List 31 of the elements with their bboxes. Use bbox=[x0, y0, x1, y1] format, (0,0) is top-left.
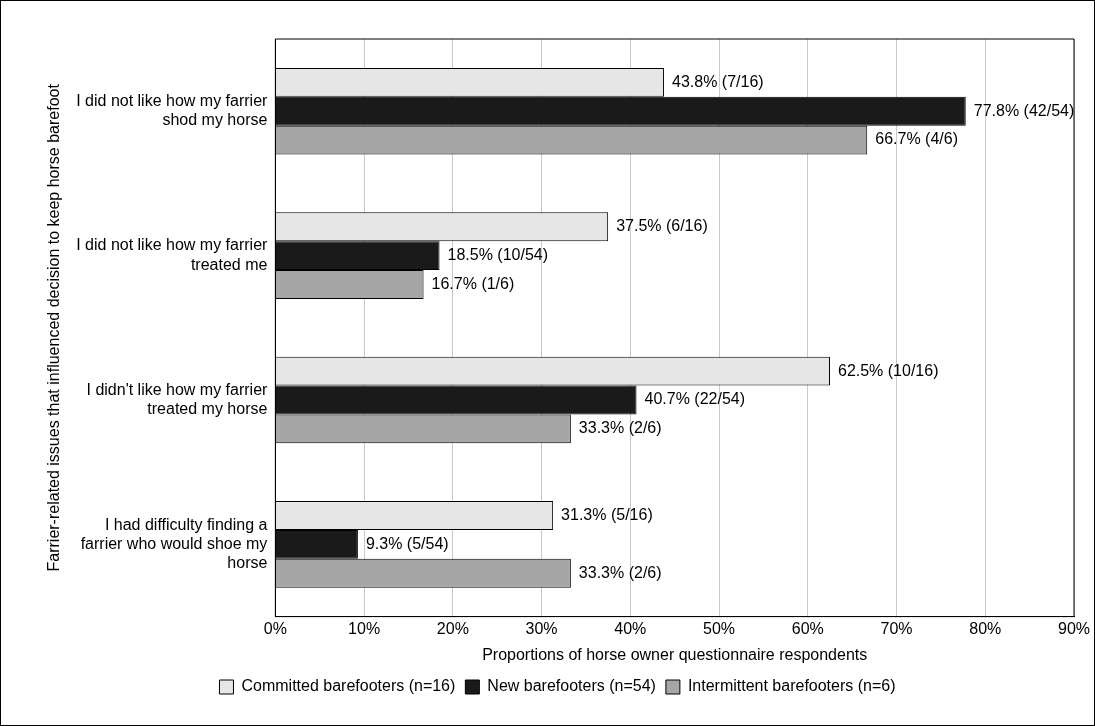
x-tick-label: 60% bbox=[791, 619, 824, 637]
y-axis-title: Farrier-related issues that influenced decision to keep horse barefoot bbox=[45, 83, 63, 572]
legend-label: Committed barefooters (n=16) bbox=[241, 677, 456, 695]
x-tick-label: 40% bbox=[614, 619, 647, 637]
x-tick-label: 90% bbox=[1057, 619, 1091, 637]
data-label: 40.7% (22/54) bbox=[644, 390, 746, 408]
legend-label: New barefooters (n=54) bbox=[487, 677, 656, 695]
y-tick-label: I didn't like how my farrier treated my horse bbox=[86, 380, 269, 418]
x-axis-title: Proportions of horse owner questionnaire respondents bbox=[482, 645, 868, 663]
x-tick-label: 80% bbox=[969, 619, 1002, 637]
data-label: 16.7% (1/6) bbox=[431, 274, 515, 292]
data-label: 37.5% (6/16) bbox=[616, 217, 708, 235]
data-label: 62.5% (10/16) bbox=[837, 361, 939, 379]
x-tick-label: 0% bbox=[263, 619, 287, 637]
data-label: 9.3% (5/54) bbox=[365, 534, 449, 552]
x-tick-label: 30% bbox=[525, 619, 558, 637]
y-tick-label: I did not like how my farrier shod my horse bbox=[76, 92, 269, 129]
data-label: 33.3% (2/6) bbox=[578, 419, 662, 437]
legend-label: Intermittent barefooters (n=6) bbox=[687, 677, 896, 695]
x-tick-label: 10% bbox=[348, 619, 381, 637]
data-label: 31.3% (5/16) bbox=[561, 505, 653, 523]
x-tick-label: 20% bbox=[436, 619, 469, 637]
x-tick-label: 70% bbox=[880, 619, 913, 637]
y-tick-label: I had difficulty finding a farrier who would shoe my horse bbox=[80, 515, 268, 572]
data-label: 66.7% (4/6) bbox=[875, 130, 958, 148]
y-tick-label: I did not like how my farrier treated me bbox=[76, 236, 269, 273]
data-label: 18.5% (10/54) bbox=[447, 246, 549, 264]
data-label: 43.8% (7/16) bbox=[672, 72, 764, 90]
data-label: 33.3% (2/6) bbox=[578, 563, 662, 581]
data-label: 77.8% (42/54) bbox=[973, 101, 1075, 119]
x-tick-label: 50% bbox=[703, 619, 736, 637]
